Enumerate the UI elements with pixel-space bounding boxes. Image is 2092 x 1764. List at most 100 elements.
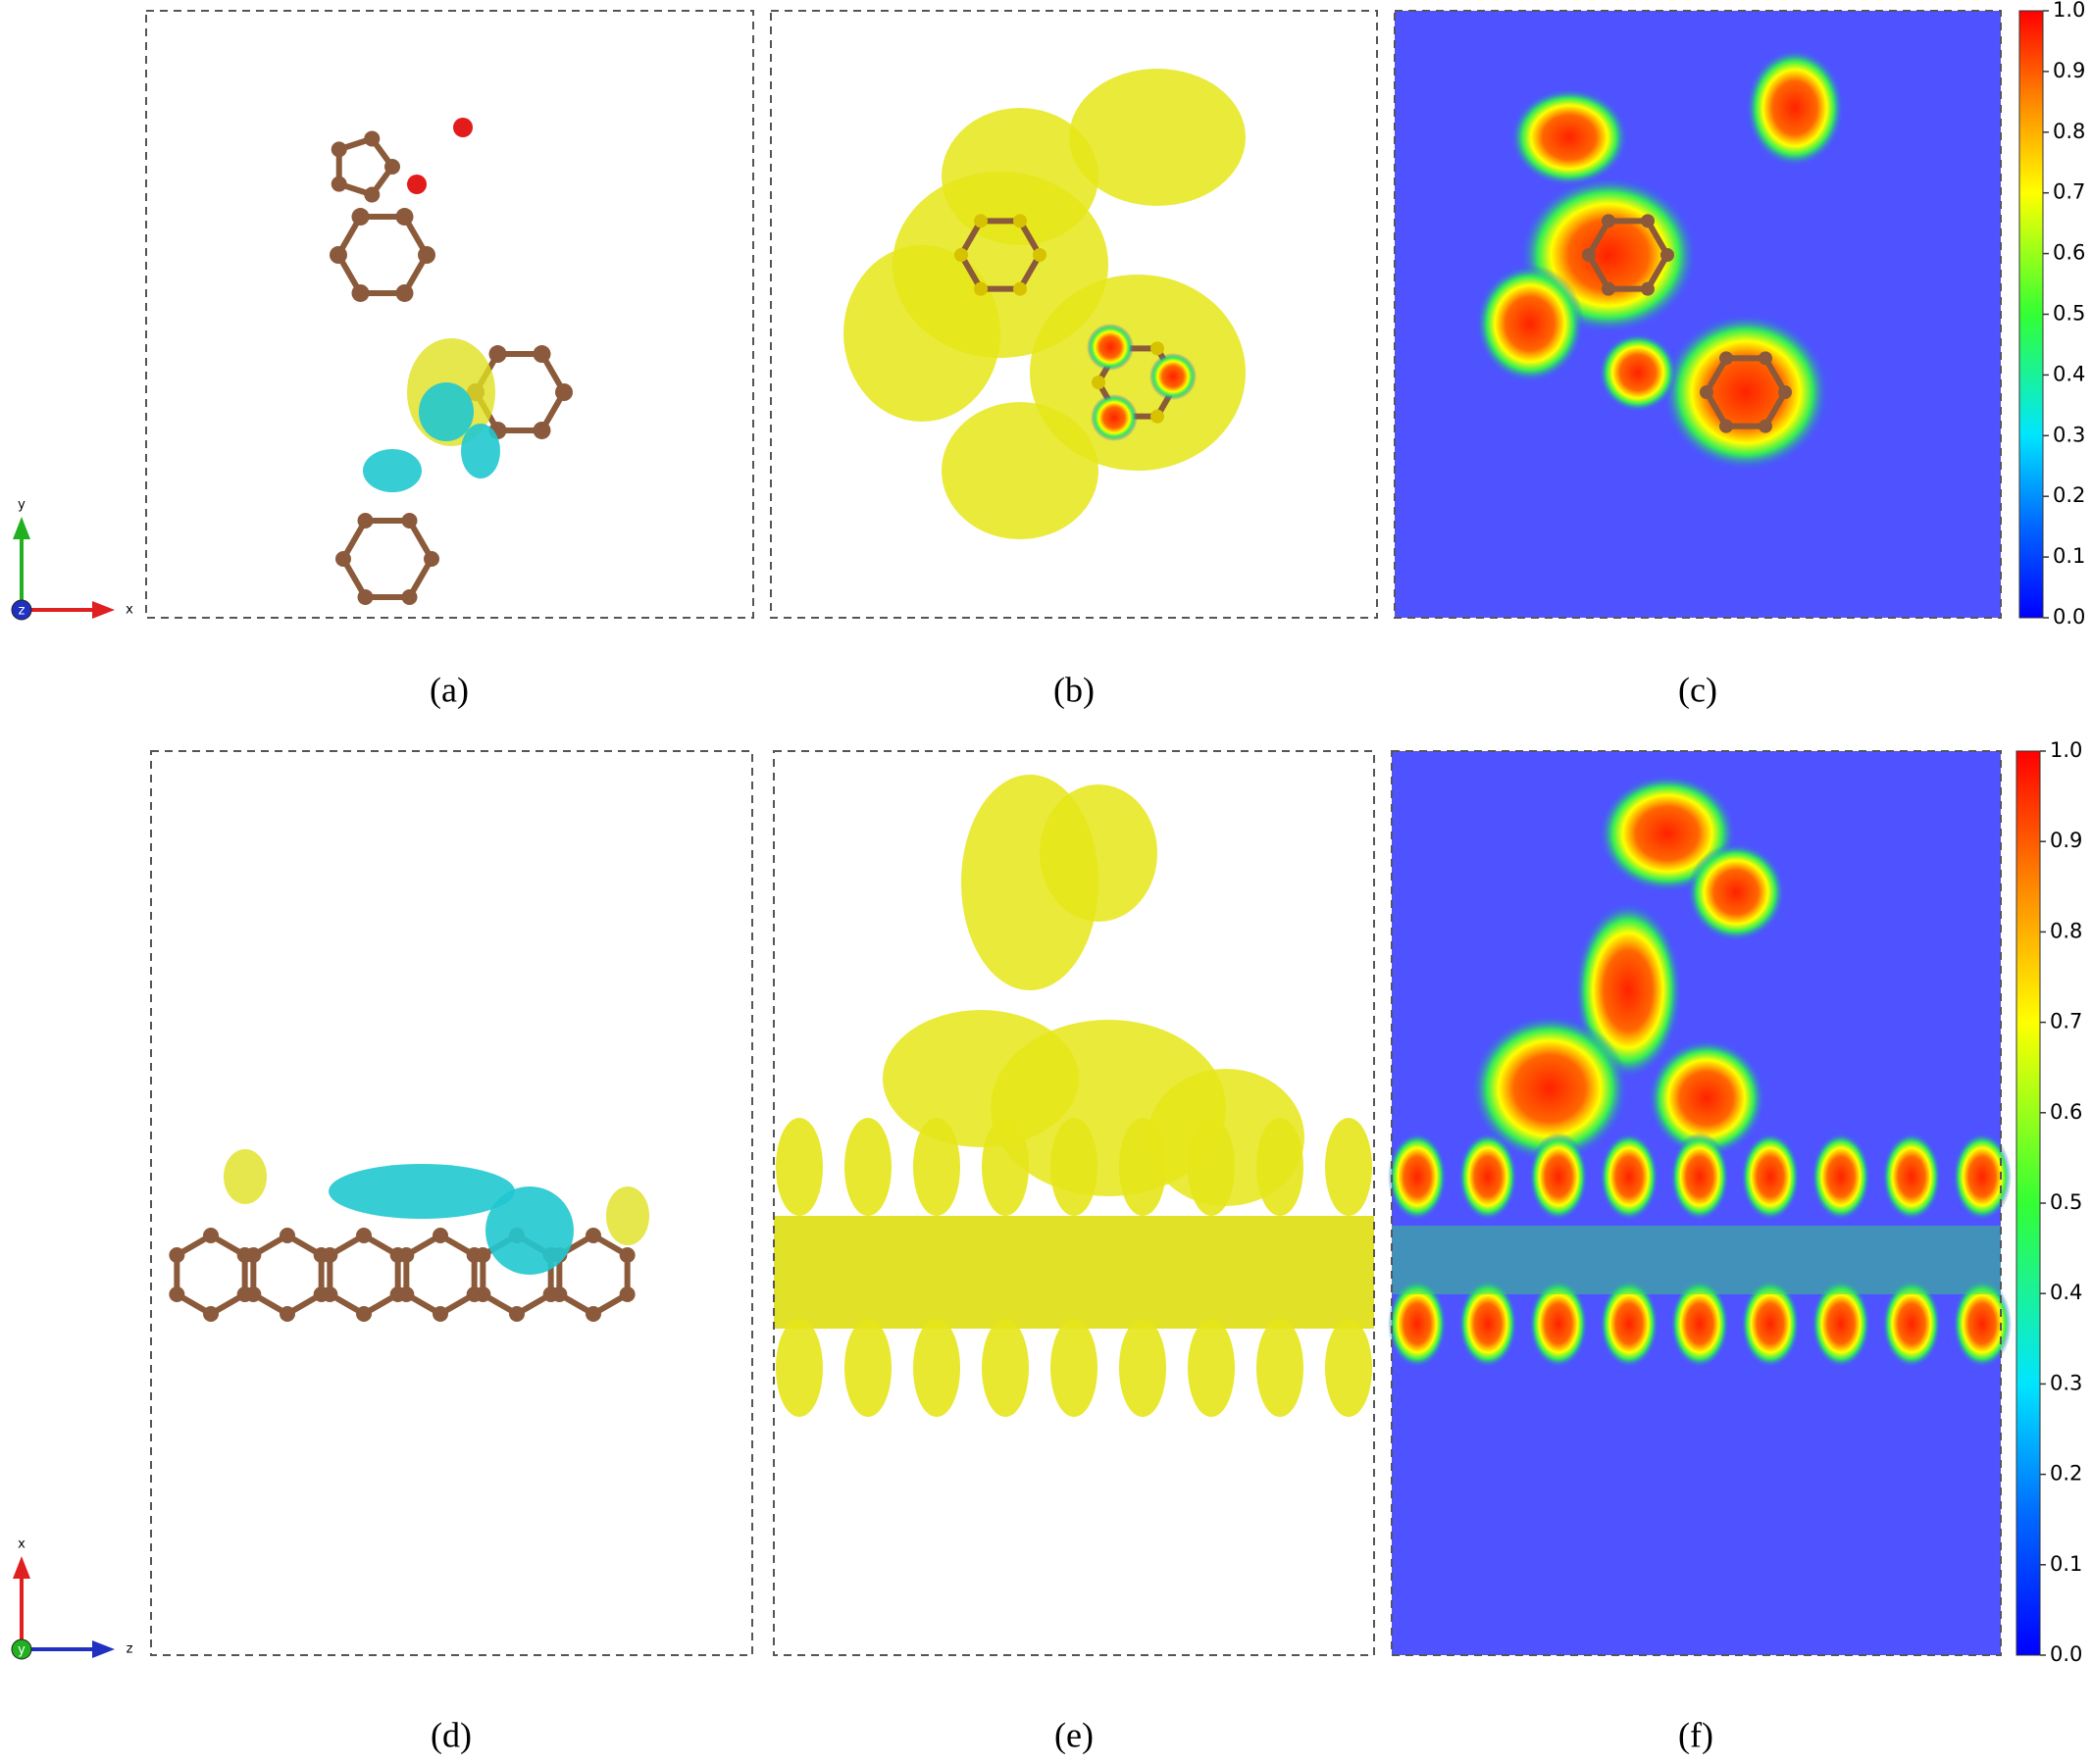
- colorbar-tick-label: 0.3: [2053, 423, 2085, 446]
- axis-origin: [11, 599, 32, 621]
- density-blob: [1188, 1319, 1235, 1417]
- atom: [356, 1306, 372, 1322]
- atom: [1013, 281, 1027, 296]
- density-blob: [485, 1186, 574, 1275]
- density-band: [1392, 1226, 2001, 1294]
- density-blob: [1256, 1118, 1303, 1216]
- density-blob: [363, 449, 422, 492]
- atom: [401, 513, 418, 529]
- panel-label: (e): [1054, 1715, 1094, 1754]
- colorbar-tick-label: 0.4: [2050, 1281, 2082, 1304]
- atom: [555, 383, 573, 401]
- density-blob: [1050, 1118, 1097, 1216]
- axis-label: y: [18, 1643, 26, 1658]
- axis-label: x: [18, 1537, 26, 1552]
- atom: [1719, 419, 1733, 433]
- atom: [586, 1306, 601, 1322]
- density-map: [1741, 1280, 1800, 1368]
- density-blob: [776, 1118, 823, 1216]
- colorbar-tick-label: 0.3: [2050, 1371, 2082, 1394]
- density-blob: [606, 1186, 649, 1245]
- atom: [1700, 385, 1713, 399]
- panel-frame: [1394, 10, 2002, 619]
- atom: [384, 159, 400, 175]
- density-map: [1882, 1133, 1941, 1221]
- density-map: [1388, 1133, 1447, 1221]
- atom: [424, 551, 439, 567]
- atom: [364, 186, 381, 203]
- atom: [619, 1286, 636, 1302]
- density-blob: [1119, 1319, 1166, 1417]
- arrow-head: [13, 517, 30, 539]
- panel-label: (f): [1678, 1715, 1713, 1754]
- atom: [1602, 281, 1615, 296]
- atom: [954, 248, 968, 262]
- atom: [169, 1286, 185, 1302]
- density-map: [1600, 1280, 1658, 1368]
- density-map: [1476, 265, 1584, 382]
- atom: [322, 1286, 338, 1302]
- atom: [169, 1247, 185, 1263]
- atom: [1150, 409, 1164, 424]
- density-blob: [844, 1118, 892, 1216]
- atom: [453, 118, 473, 137]
- colorbar-tick-label: 0.1: [2053, 544, 2085, 568]
- density-map: [1953, 1280, 2012, 1368]
- density-map: [1600, 1133, 1658, 1221]
- colorbar-tick-label: 1.0: [2050, 738, 2082, 762]
- panel-label: (d): [431, 1715, 472, 1754]
- density-map: [1811, 1280, 1870, 1368]
- atom: [1092, 376, 1105, 389]
- density-map: [1670, 1133, 1729, 1221]
- atom: [322, 1247, 338, 1263]
- panel-frame: [773, 750, 1375, 1656]
- density-map: [1388, 1280, 1447, 1368]
- arrow-head: [92, 1640, 115, 1658]
- atom: [1759, 351, 1772, 366]
- colorbar-tick-label: 0.2: [2053, 483, 2085, 507]
- density-map: [1811, 1133, 1870, 1221]
- atom: [203, 1306, 219, 1322]
- density-blob: [1256, 1319, 1303, 1417]
- density-map: [1471, 1015, 1628, 1162]
- panel-frame: [770, 10, 1378, 619]
- density-map: [1953, 1133, 2012, 1221]
- axis-label: z: [19, 604, 26, 619]
- density-blob: [1069, 69, 1246, 206]
- density-blob: [913, 1319, 960, 1417]
- atom: [331, 176, 347, 192]
- colorbar-tick-label: 0.9: [2053, 59, 2085, 82]
- atom: [974, 214, 988, 228]
- density-blob: [1188, 1118, 1235, 1216]
- atom: [331, 141, 347, 158]
- decoration: [169, 49, 2012, 1417]
- density-map: [1741, 1133, 1800, 1221]
- density-blob: [1325, 1319, 1372, 1417]
- arrow-head: [13, 1556, 30, 1579]
- density-blob: [844, 1319, 892, 1417]
- density-map: [1882, 1280, 1941, 1368]
- density-blob: [1050, 1319, 1097, 1417]
- colorbar-tick-label: 0.4: [2053, 362, 2085, 385]
- atom: [533, 345, 551, 364]
- density-blob: [1119, 1118, 1166, 1216]
- atom: [586, 1228, 601, 1243]
- density-blob: [982, 1118, 1029, 1216]
- atom: [509, 1306, 525, 1322]
- colorbar-tick-label: 0.0: [2053, 605, 2085, 629]
- atom: [398, 1247, 415, 1263]
- colorbar-tick-label: 0.7: [2053, 180, 2085, 204]
- hotspot: [1087, 324, 1134, 371]
- atom: [1641, 281, 1655, 296]
- hotspot: [1091, 394, 1138, 441]
- density-map: [1746, 49, 1844, 167]
- colorbar-tick-label: 0.5: [2053, 302, 2085, 326]
- hotspot: [1149, 353, 1197, 400]
- atom: [245, 1247, 262, 1263]
- atom: [364, 130, 381, 147]
- atom: [330, 246, 347, 264]
- panel-frame: [150, 750, 753, 1656]
- density-map: [1599, 333, 1677, 412]
- density-blob: [942, 108, 1098, 245]
- atom: [551, 1286, 568, 1302]
